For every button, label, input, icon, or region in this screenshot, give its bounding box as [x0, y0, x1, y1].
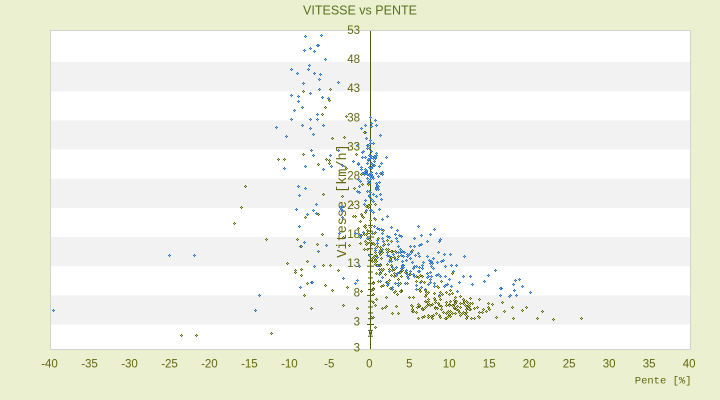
svg-text:20: 20 — [523, 359, 536, 371]
svg-text:28: 28 — [347, 171, 360, 183]
svg-text:30: 30 — [603, 359, 616, 371]
svg-text:8: 8 — [354, 287, 360, 299]
svg-text:VITESSE vs PENTE: VITESSE vs PENTE — [303, 4, 417, 18]
svg-text:-10: -10 — [281, 359, 298, 371]
svg-text:38: 38 — [347, 112, 360, 124]
svg-text:23: 23 — [347, 200, 360, 212]
svg-text:18: 18 — [347, 229, 360, 241]
svg-text:43: 43 — [347, 83, 360, 95]
svg-text:-35: -35 — [81, 359, 98, 371]
svg-text:-5: -5 — [324, 359, 334, 371]
svg-text:35: 35 — [643, 359, 656, 371]
svg-text:Pente [%]: Pente [%] — [635, 376, 692, 388]
svg-text:53: 53 — [347, 25, 360, 37]
svg-text:3: 3 — [354, 317, 360, 329]
svg-text:10: 10 — [443, 359, 456, 371]
svg-text:13: 13 — [347, 258, 360, 270]
svg-text:-40: -40 — [41, 359, 58, 371]
svg-text:Vitesse [km/h]: Vitesse [km/h] — [336, 144, 351, 257]
svg-text:-20: -20 — [201, 359, 218, 371]
svg-text:40: 40 — [683, 359, 696, 371]
svg-text:3: 3 — [354, 343, 360, 355]
svg-text:-15: -15 — [241, 359, 258, 371]
svg-text:-30: -30 — [121, 359, 138, 371]
svg-text:48: 48 — [347, 54, 360, 66]
svg-text:-25: -25 — [161, 359, 178, 371]
svg-text:5: 5 — [406, 359, 412, 371]
svg-text:33: 33 — [347, 142, 360, 154]
svg-text:25: 25 — [563, 359, 576, 371]
svg-text:0: 0 — [366, 359, 372, 371]
svg-text:15: 15 — [483, 359, 496, 371]
